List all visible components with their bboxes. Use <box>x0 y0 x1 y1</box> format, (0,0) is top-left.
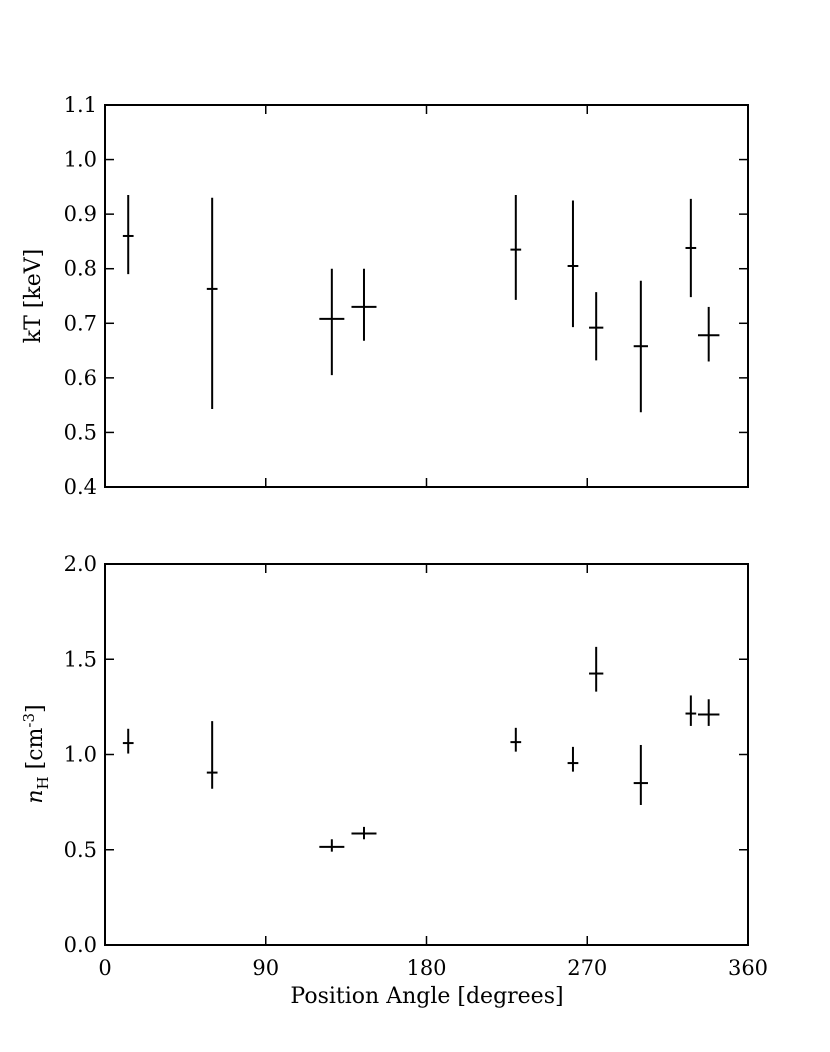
nh-plot-frame <box>104 563 749 946</box>
kt-y-tick-label: 0.7 <box>64 311 97 335</box>
kt-data-point <box>510 195 522 300</box>
x-axis-label: Position Angle [degrees] <box>290 984 563 1009</box>
kt-y-tick-label: 0.9 <box>64 202 97 226</box>
kt-plot-frame <box>104 104 749 488</box>
nh-data-point <box>567 746 579 772</box>
kt-data-points <box>122 195 720 413</box>
nh-y-label-unit: [cm <box>23 727 48 776</box>
nh-data-point <box>633 744 648 805</box>
nh-data-point <box>319 839 345 852</box>
nh-axis-ticks <box>104 563 749 946</box>
nh-x-tick-label: 360 <box>728 956 768 980</box>
kt-data-point <box>589 292 604 361</box>
nh-y-label-sup: -3 <box>20 713 38 728</box>
kt-y-tick-label: 1.1 <box>64 93 97 117</box>
kt-data-point <box>122 195 134 275</box>
kt-y-tick-label: 0.8 <box>64 257 97 281</box>
nh-x-tick-label: 0 <box>98 956 111 980</box>
nh-y-tick-label: 1.5 <box>64 647 97 671</box>
kt-panel: 0.4 0.5 0.6 0.7 0.8 0.9 1.0 1.1 kT [keV] <box>21 93 749 499</box>
nh-y-tick-label: 2.0 <box>64 552 97 576</box>
kt-y-tick-label: 0.4 <box>64 475 97 499</box>
nh-data-point <box>685 695 697 726</box>
nh-x-tick-labels: 0 90 180 270 360 <box>98 956 768 980</box>
nh-y-label-main: n <box>23 789 48 803</box>
kt-data-point <box>351 268 377 341</box>
nh-data-points <box>122 646 720 852</box>
kt-y-tick-label: 1.0 <box>64 148 97 172</box>
kt-y-axis-label: kT [keV] <box>21 249 46 343</box>
kt-data-point <box>206 197 218 409</box>
nh-data-point <box>122 728 134 754</box>
nh-y-label-sub: H <box>34 776 52 789</box>
nh-data-point <box>351 826 377 840</box>
nh-x-tick-label: 90 <box>252 956 279 980</box>
kt-axis-ticks <box>104 104 749 488</box>
kt-data-point <box>319 268 345 376</box>
nh-x-tick-label: 270 <box>567 956 607 980</box>
nh-y-label-close: ] <box>23 704 48 713</box>
nh-y-tick-label: 0.0 <box>64 933 97 957</box>
nh-data-point <box>510 727 522 752</box>
nh-y-tick-label: 1.0 <box>64 743 97 767</box>
kt-y-tick-label: 0.5 <box>64 420 97 444</box>
kt-data-point <box>697 306 720 362</box>
kt-data-point <box>633 280 648 413</box>
nh-y-tick-labels: 0.0 0.5 1.0 1.5 2.0 <box>64 552 97 957</box>
kt-data-point <box>685 198 697 298</box>
nh-data-point <box>697 699 720 726</box>
nh-data-point <box>589 646 604 692</box>
nh-y-axis-label: nH [cm-3] <box>20 704 52 803</box>
nh-y-tick-label: 0.5 <box>64 838 97 862</box>
nh-x-tick-label: 180 <box>406 956 446 980</box>
kt-y-tick-label: 0.6 <box>64 366 97 390</box>
kt-data-point <box>567 200 579 328</box>
nh-data-point <box>206 721 218 789</box>
kt-y-tick-labels: 0.4 0.5 0.6 0.7 0.8 0.9 1.0 1.1 <box>64 93 97 499</box>
nh-panel: 0.0 0.5 1.0 1.5 2.0 0 90 180 270 360 nH [cm-3] P… <box>20 552 768 1009</box>
